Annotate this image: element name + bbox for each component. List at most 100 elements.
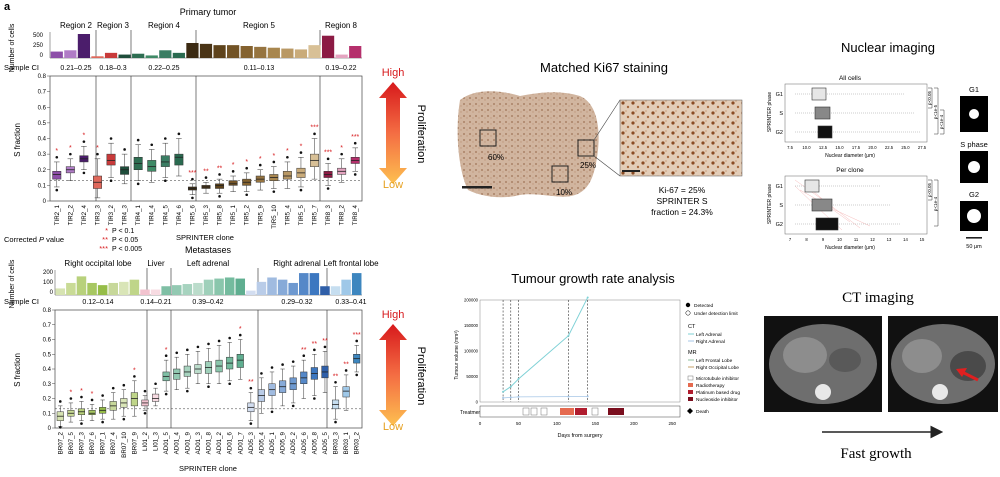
- top-count-bar: [240, 46, 253, 58]
- growth-treatment-label: Treatment: [460, 410, 483, 416]
- ki67-stat-2: fraction = 24.3%: [651, 207, 713, 217]
- top-y-tick-label: 0.1: [38, 183, 47, 189]
- growth-legend-ct: CT: [688, 324, 696, 330]
- nuclear-clone-ticks: 7 8 9 10 11 12 13 14 15: [789, 237, 925, 242]
- ki67-zoom-line-top: [593, 99, 621, 141]
- top-outlier: [218, 173, 221, 176]
- growth-legend-treat-icon-3: [688, 397, 693, 401]
- bottom-sig-stars: *: [165, 347, 168, 354]
- growth-x-ticks: 0 50 100 150 200 250: [479, 421, 677, 426]
- bottom-count-tick-1: 100: [43, 280, 54, 286]
- bottom-clone-label: AD05_9: [280, 431, 287, 454]
- top-count-bar: [254, 46, 267, 58]
- top-sig-stars: *: [300, 143, 303, 150]
- ct-spine-right: [932, 384, 948, 400]
- bottom-clone-label: AD05_8: [311, 431, 318, 454]
- bottom-box: [152, 393, 160, 402]
- top-box: [282, 171, 292, 180]
- nuclear-clone-bracket-0: [928, 179, 933, 201]
- growth-legend-treat-icon-2: [688, 390, 693, 394]
- top-outlier: [231, 170, 235, 173]
- legend-text-2: P < 0.005: [112, 246, 142, 253]
- top-region-name-3: Region 5: [243, 21, 276, 30]
- bottom-count-bar: [108, 282, 118, 295]
- nuclear-sig-2: p<1e-4: [939, 114, 944, 129]
- nuclear-all-phase-g1: G1: [776, 92, 783, 98]
- top-count-bar: [77, 34, 91, 58]
- top-clone-label: TIR3_2: [108, 204, 115, 225]
- bottom-outlier: [58, 400, 62, 403]
- top-region-labels: Region 2 Region 3 Region 4 Region 5 Regi…: [60, 21, 358, 30]
- top-x-axis-label: SPRINTER clone: [176, 233, 234, 242]
- bottom-outlier: [186, 389, 189, 393]
- growth-x-tick-label: 200: [630, 421, 638, 426]
- bottom-outlier: [164, 392, 168, 396]
- nuclear-all-tick-label: 17.5: [852, 145, 861, 150]
- nuclear-all-ticks: 7.5 10.0 12.5 15.0 17.5 20.0 22.5 25.0 27.5: [787, 145, 927, 150]
- growth-plot-frame: [479, 299, 681, 403]
- growth-legend-ct-item-1: Right Adrenal: [696, 339, 725, 345]
- bottom-outlier: [111, 386, 115, 390]
- ct-red-arrow-head: [956, 368, 967, 377]
- bottom-count-bar: [299, 273, 309, 295]
- growth-line-left-adrenal: [502, 297, 589, 393]
- bottom-outlier: [217, 339, 221, 343]
- ct-title: CT imaging: [842, 290, 914, 306]
- growth-y-tick-label: 0: [476, 400, 479, 405]
- top-count-bar: [321, 35, 335, 58]
- top-count-bar: [335, 54, 348, 58]
- bottom-outlier: [313, 397, 316, 400]
- bottom-count-axis-label: Number of cells: [9, 259, 16, 308]
- bottom-outlier: [175, 351, 179, 355]
- panel-label: a: [4, 1, 11, 13]
- top-outlier: [69, 152, 72, 156]
- bottom-clone-label: AD05_4: [258, 431, 265, 454]
- top-outlier: [258, 163, 262, 167]
- ki67-roi-b: [551, 165, 569, 183]
- nuclear-clone-box-g2: [815, 217, 839, 231]
- nuclear-clone-xlabel: Nuclear diameter (μm): [825, 245, 875, 251]
- cell-label-g2: G2: [969, 190, 979, 199]
- bottom-outlier: [80, 395, 83, 399]
- bottom-clone-label: AD01_7: [237, 431, 244, 454]
- bottom-count-bar: [193, 282, 203, 295]
- bottom-count-bar: [267, 277, 277, 295]
- bottom-x-labels: BR07_2 BR07_5 BR07_3 BR07_6 BR07_1 BR07_4 BR07…: [57, 431, 360, 457]
- bottom-clone-label: AD05_5: [322, 431, 329, 454]
- top-outlier: [353, 173, 357, 176]
- bottom-sig-stars: **: [343, 362, 349, 369]
- cell-label-s: S phase: [960, 140, 988, 149]
- growth-x-tick-label: 50: [516, 421, 522, 426]
- growth-y-label: Tumour volume (mm³): [454, 330, 460, 380]
- top-outlier: [55, 155, 59, 159]
- bottom-x-axis-label: SPRINTER clone: [179, 464, 237, 473]
- bottom-sig-stars: *: [91, 391, 94, 398]
- growth-legend-detected: Detected: [694, 303, 714, 309]
- growth-legend-treat-3: Nucleoside inhibitor: [696, 397, 738, 403]
- nuclear-all-phase-g2: G2: [776, 130, 783, 136]
- top-sig-stars: ***: [188, 170, 196, 177]
- top-sig-stars: *: [83, 133, 86, 140]
- top-sig-stars: *: [272, 153, 275, 160]
- bottom-count-bars: [54, 268, 362, 296]
- top-outlier: [204, 176, 208, 179]
- top-outlier: [340, 152, 343, 156]
- bottom-outlier: [334, 380, 337, 384]
- top-box: [174, 153, 184, 166]
- bottom-outlier: [133, 375, 136, 378]
- top-clone-label: TIR8_2: [339, 204, 346, 225]
- top-clone-label: TIR4_5: [162, 204, 169, 225]
- bottom-count-bar: [309, 273, 320, 295]
- top-y-tick-label: 0.3: [38, 152, 47, 158]
- bottom-box: [130, 392, 138, 407]
- nuclear-clone-line: [804, 183, 871, 227]
- bottom-outlier: [196, 345, 200, 349]
- bottom-clone-label: BR07_1: [100, 431, 107, 454]
- bottom-outlier: [260, 372, 263, 375]
- top-outlier: [136, 138, 140, 142]
- bottom-count-bar: [66, 282, 76, 295]
- cell-nucleus-g2: [967, 209, 981, 223]
- bottom-outlier: [58, 425, 62, 429]
- nuclear-all-tick-label: 15.0: [835, 145, 844, 150]
- ki67-stat-0: Ki-67 = 25%: [659, 185, 706, 195]
